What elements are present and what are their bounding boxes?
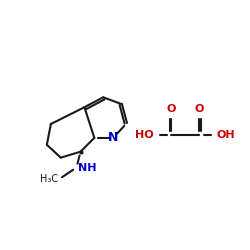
- Text: NH: NH: [78, 162, 96, 172]
- Text: O: O: [167, 104, 176, 114]
- Text: O: O: [194, 104, 204, 114]
- Text: OH: OH: [217, 130, 236, 140]
- Text: HO: HO: [135, 130, 154, 140]
- Text: N: N: [108, 131, 118, 144]
- Text: H₃C: H₃C: [40, 174, 58, 184]
